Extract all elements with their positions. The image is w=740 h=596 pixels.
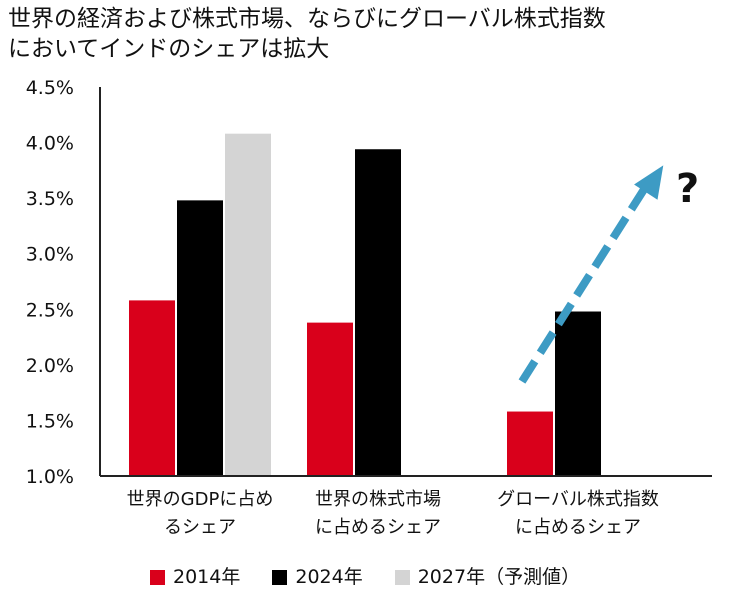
bar-series-1-cat-2: [555, 311, 601, 476]
annotation-group: ?: [518, 165, 699, 384]
bars-group: [129, 133, 601, 477]
x-category-label: るシェア: [164, 517, 236, 538]
x-category-label: に占めるシェア: [315, 517, 441, 538]
y-tick-label: 2.0%: [26, 355, 74, 377]
y-tick-label: 4.5%: [26, 77, 74, 99]
legend-item-0: 2014年: [150, 565, 240, 589]
legend-swatch: [272, 569, 288, 585]
y-tick-label: 1.5%: [26, 410, 74, 432]
axes-group: 1.0% 1.5% 2.0% 2.5% 3.0% 3.5% 4.0% 4.5% 世界のGDPに占…: [26, 77, 712, 538]
legend-label: 2027年（予測値）: [417, 566, 581, 588]
trend-arrow-shaft: [518, 176, 655, 384]
question-mark-annotation: ?: [676, 166, 699, 212]
bar-series-2-cat-0: [225, 133, 271, 476]
legend-label: 2024年: [295, 566, 363, 588]
bar-series-0-cat-0: [129, 300, 175, 476]
bar-series-1-cat-1: [355, 149, 401, 477]
legend-swatch: [150, 569, 165, 585]
x-category-label: グローバル株式指数: [497, 489, 659, 510]
legend-label: 2014年: [173, 566, 241, 588]
chart-title-line-1: 世界の経済および株式市場、ならびにグローバル株式指数: [8, 6, 606, 32]
chart-title: 世界の経済および株式市場、ならびにグローバル株式指数 においてインドのシェアは拡…: [8, 4, 606, 64]
x-category-label: 世界の株式市場: [315, 489, 441, 510]
x-category-label: 世界のGDPに占め: [127, 489, 274, 510]
legend-item-2: 2027年（予測値）: [394, 565, 581, 589]
y-tick-label: 1.0%: [26, 466, 74, 488]
bar-series-0-cat-1: [307, 322, 353, 476]
legend-swatch: [394, 569, 410, 585]
chart-title-line-2: においてインドのシェアは拡大: [8, 36, 330, 62]
legend-item-1: 2024年: [272, 565, 363, 589]
y-tick-label: 3.5%: [26, 188, 74, 210]
legend: 2014年 2024年 2027年（予測値）: [150, 565, 580, 589]
y-tick-label: 4.0%: [26, 133, 74, 155]
bar-series-0-cat-2: [507, 411, 553, 476]
y-tick-label: 2.5%: [26, 299, 74, 321]
trend-arrow-head: [634, 165, 664, 200]
y-tick-label: 3.0%: [26, 244, 74, 266]
x-category-label: に占めるシェア: [515, 517, 641, 538]
bar-series-1-cat-0: [177, 200, 223, 476]
